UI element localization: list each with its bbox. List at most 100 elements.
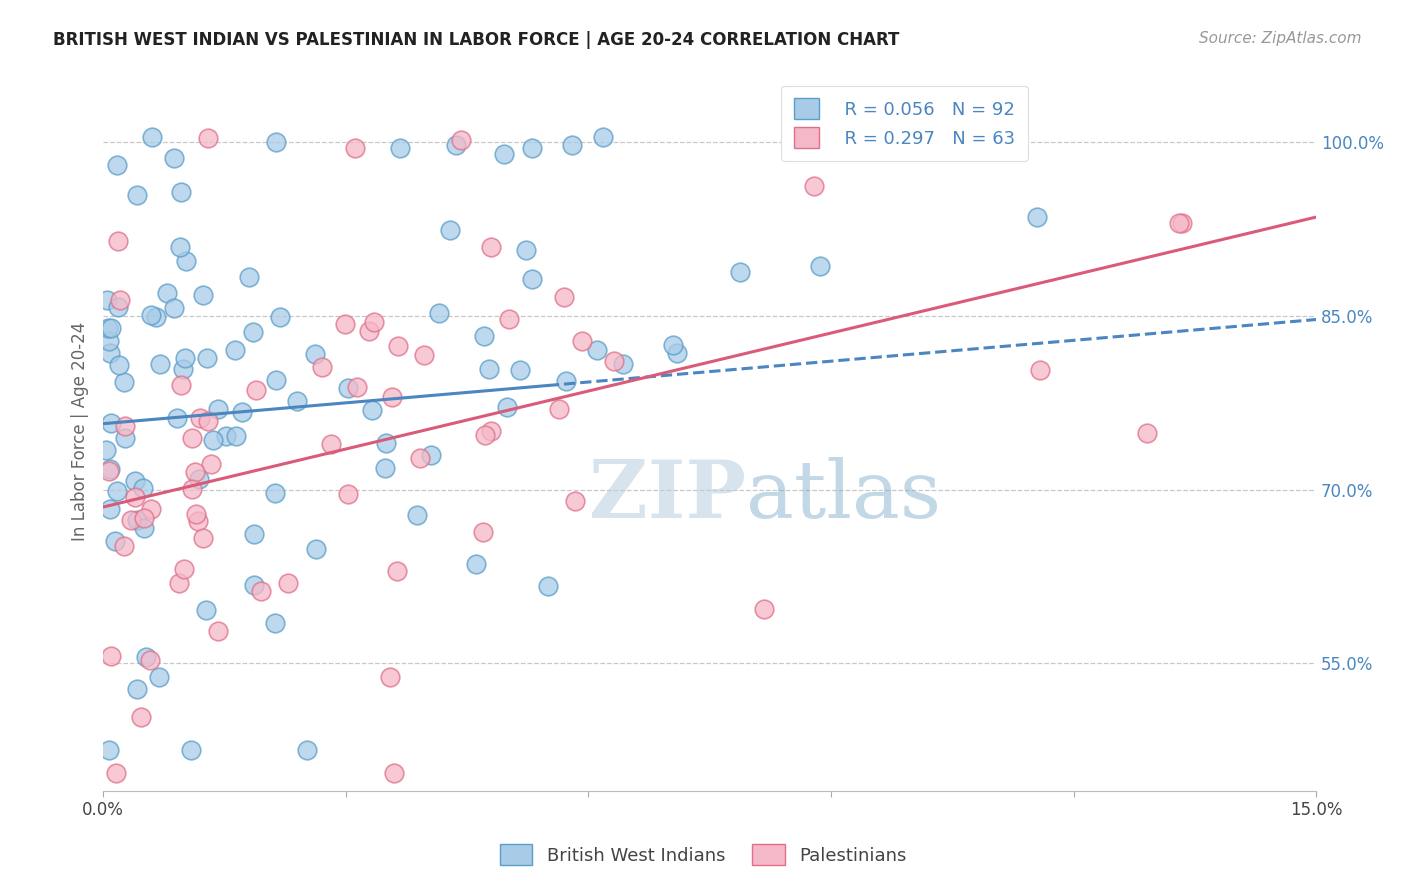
Point xyxy=(243,578,266,592)
Point xyxy=(104,534,127,549)
Point xyxy=(571,334,593,348)
Legend:   R = 0.056   N = 92,   R = 0.297   N = 63: R = 0.056 N = 92, R = 0.297 N = 63 xyxy=(780,86,1028,161)
Point xyxy=(250,584,273,599)
Point xyxy=(554,375,576,389)
Point xyxy=(382,766,405,780)
Point xyxy=(176,254,198,268)
Point xyxy=(548,401,571,416)
Point xyxy=(474,428,496,442)
Point xyxy=(662,338,685,352)
Point xyxy=(105,158,128,172)
Point xyxy=(98,461,121,475)
Point xyxy=(193,288,215,302)
Point xyxy=(304,347,326,361)
Point xyxy=(264,373,287,387)
Point xyxy=(1136,425,1159,440)
Point xyxy=(446,137,468,152)
Point xyxy=(139,653,162,667)
Point xyxy=(264,135,287,149)
Point xyxy=(127,513,149,527)
Point xyxy=(808,259,831,273)
Point xyxy=(131,710,153,724)
Point xyxy=(295,743,318,757)
Point xyxy=(170,185,193,199)
Point xyxy=(172,362,194,376)
Point xyxy=(191,532,214,546)
Point xyxy=(728,265,751,279)
Point xyxy=(124,474,146,488)
Point xyxy=(187,472,209,486)
Point xyxy=(100,649,122,664)
Point xyxy=(107,234,129,248)
Point xyxy=(162,151,184,165)
Point xyxy=(132,521,155,535)
Point xyxy=(104,766,127,780)
Point xyxy=(195,351,218,366)
Point xyxy=(94,442,117,457)
Point xyxy=(173,351,195,365)
Point xyxy=(612,357,634,371)
Point xyxy=(132,510,155,524)
Text: BRITISH WEST INDIAN VS PALESTINIAN IN LABOR FORCE | AGE 20-24 CORRELATION CHART: BRITISH WEST INDIAN VS PALESTINIAN IN LA… xyxy=(53,31,900,49)
Point xyxy=(378,670,401,684)
Point xyxy=(194,603,217,617)
Point xyxy=(337,381,360,395)
Point xyxy=(100,321,122,335)
Point xyxy=(285,394,308,409)
Point xyxy=(97,743,120,757)
Point xyxy=(187,514,209,528)
Point xyxy=(427,306,450,320)
Point xyxy=(1029,363,1052,377)
Point xyxy=(98,346,121,360)
Point xyxy=(166,410,188,425)
Point xyxy=(409,450,432,465)
Point xyxy=(478,361,501,376)
Point xyxy=(141,129,163,144)
Point xyxy=(120,513,142,527)
Point xyxy=(935,129,957,144)
Point xyxy=(333,317,356,331)
Point xyxy=(319,437,342,451)
Point xyxy=(1167,217,1189,231)
Point xyxy=(141,502,163,516)
Point xyxy=(603,354,626,368)
Point xyxy=(389,141,412,155)
Point xyxy=(197,131,219,145)
Point xyxy=(245,383,267,397)
Point xyxy=(336,487,359,501)
Point xyxy=(173,561,195,575)
Point xyxy=(304,541,326,556)
Point xyxy=(472,525,495,540)
Point xyxy=(156,285,179,300)
Point xyxy=(108,359,131,373)
Point xyxy=(167,576,190,591)
Point xyxy=(200,457,222,471)
Point xyxy=(536,578,558,592)
Point xyxy=(803,178,825,193)
Point xyxy=(112,375,135,389)
Point xyxy=(464,558,486,572)
Point xyxy=(100,416,122,430)
Point xyxy=(169,240,191,254)
Point xyxy=(231,405,253,419)
Point xyxy=(479,240,502,254)
Point xyxy=(108,293,131,307)
Point xyxy=(495,400,517,414)
Point xyxy=(374,435,396,450)
Point xyxy=(170,377,193,392)
Point xyxy=(225,429,247,443)
Point xyxy=(243,526,266,541)
Legend: British West Indians, Palestinians: British West Indians, Palestinians xyxy=(492,837,914,872)
Point xyxy=(180,743,202,757)
Point xyxy=(269,310,291,324)
Point xyxy=(105,484,128,499)
Point xyxy=(112,540,135,554)
Point xyxy=(141,308,163,322)
Point xyxy=(381,390,404,404)
Point xyxy=(207,402,229,417)
Point xyxy=(242,325,264,339)
Point xyxy=(163,301,186,316)
Point xyxy=(124,491,146,505)
Point xyxy=(439,222,461,236)
Point xyxy=(561,137,583,152)
